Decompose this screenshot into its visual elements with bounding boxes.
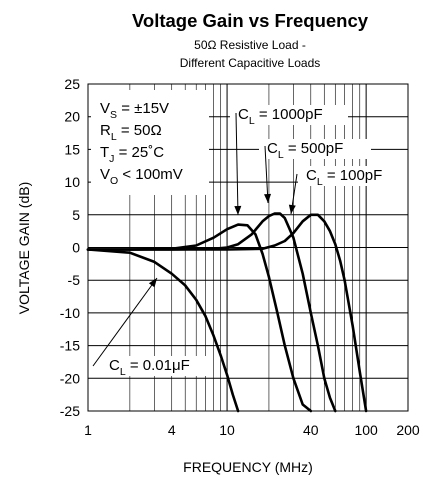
chart-subtitle-line-2: Different Capacitive Loads: [180, 56, 321, 70]
callout-arrow-2: [288, 204, 296, 214]
series-lines: [86, 212, 368, 413]
y-tick-label: 15: [64, 141, 80, 157]
callout-leader-1: [264, 145, 269, 204]
y-tick-label: 0: [72, 240, 80, 256]
x-tick-label: 1: [84, 422, 92, 438]
series-label-3: CL = 0.01μF: [109, 357, 190, 378]
series-line-2: [86, 213, 368, 413]
plot-frame: [87, 83, 409, 412]
x-tick-label: 40: [303, 422, 319, 438]
condition-line: TJ = 25˚C: [100, 144, 164, 165]
callout-bg-3: [101, 356, 213, 376]
conditions-box: [91, 90, 209, 195]
series-label-1: CL = 500pF: [267, 140, 343, 161]
x-tick-label: 200: [396, 422, 420, 438]
x-tick-label: 4: [168, 422, 176, 438]
x-tick-label: 10: [219, 422, 235, 438]
series-label-0: CL = 1000pF: [238, 106, 323, 127]
y-axis-label: VOLTAGE GAIN (dB): [16, 182, 32, 315]
series-label-2: CL = 100pF: [306, 167, 382, 188]
callout-bg-0: [230, 105, 348, 125]
condition-line: VO < 100mV: [100, 166, 183, 187]
callout-arrow-1: [264, 193, 272, 203]
callout-bg-2: [298, 166, 410, 186]
y-tick-label: 5: [72, 207, 80, 223]
series-line-3: [86, 248, 240, 413]
condition-line: VS = ±15V: [100, 100, 169, 121]
series-callouts: CL = 1000pF CL = 500pF CL = 100pF CL = 0.01…: [92, 105, 410, 378]
callout-leader-3: [92, 277, 158, 367]
x-tick-label: 100: [354, 422, 378, 438]
y-tick-label: -25: [60, 403, 80, 419]
x-axis-label: FREQUENCY (MHz): [183, 459, 313, 475]
callout-arrow-3: [148, 278, 157, 288]
y-tick-label: -10: [60, 305, 80, 321]
y-tick-label: -15: [60, 338, 80, 354]
tick-labels: 25 20 15 10 5 0 -5 -10 -15 -20 -251 4 10 40 100 200: [60, 76, 420, 438]
callout-leader-0: [235, 112, 239, 216]
series-line-0: [86, 223, 313, 413]
condition-line: RL = 50Ω: [100, 122, 162, 143]
y-tick-label: 25: [64, 76, 80, 92]
callout-bg-1: [259, 139, 371, 159]
chart-title: Voltage Gain vs Frequency: [132, 10, 369, 31]
y-tick-label: 20: [64, 109, 80, 125]
series-line-1: [86, 212, 337, 413]
y-tick-label: -5: [68, 272, 81, 288]
callout-arrow-0: [234, 205, 242, 215]
y-tick-label: 10: [64, 174, 80, 190]
chart-subtitle-line-1: 50Ω Resistive Load -: [194, 38, 306, 52]
y-tick-label: -20: [60, 370, 80, 386]
